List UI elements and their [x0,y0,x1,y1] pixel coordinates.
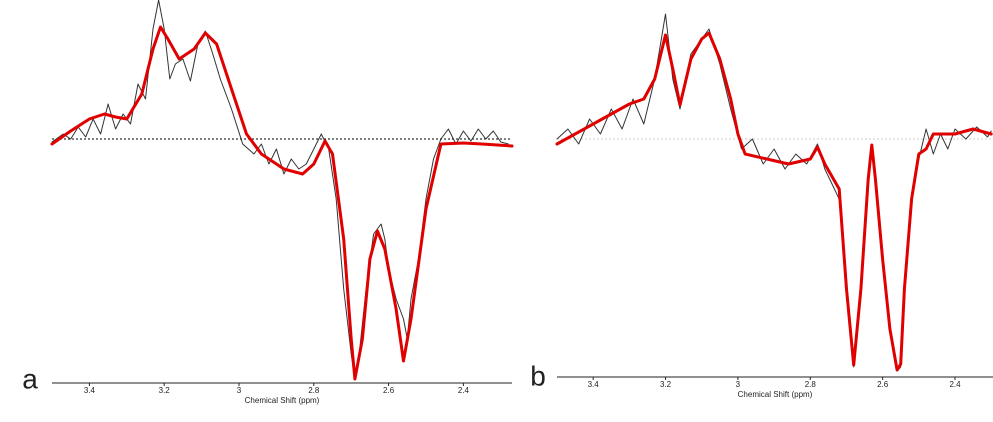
x-tick-label: 2.8 [308,386,320,395]
panel-label: b [530,360,546,391]
x-tick-label: 3.4 [588,380,600,389]
x-tick-label: 2.4 [949,380,961,389]
x-axis-label: Chemical Shift (ppm) [738,390,813,399]
spectrum-line [556,13,992,372]
spectrum-line [50,25,514,381]
x-tick-label: 2.6 [877,380,889,389]
spectrum-line [555,31,993,372]
x-tick-label: 2.4 [458,386,470,395]
x-tick-label: 2.6 [383,386,395,395]
spectrum-line [51,0,509,380]
x-tick-label: 2.8 [805,380,817,389]
panel-label: a [22,363,38,394]
x-tick-label: 3.4 [84,386,96,395]
x-tick-label: 3 [237,386,242,395]
x-tick-label: 3 [736,380,741,389]
x-axis-label: Chemical Shift (ppm) [245,396,320,405]
x-tick-label: 3.2 [159,386,171,395]
panel: 3.4 3.2 3 2.8 2.6 2.4 Chemical Shift (ppm) a [22,0,514,405]
panel: 3.4 3.2 3 2.8 2.6 2.4 Chemical Shift (ppm) b [530,13,993,399]
x-tick-label: 3.2 [660,380,672,389]
